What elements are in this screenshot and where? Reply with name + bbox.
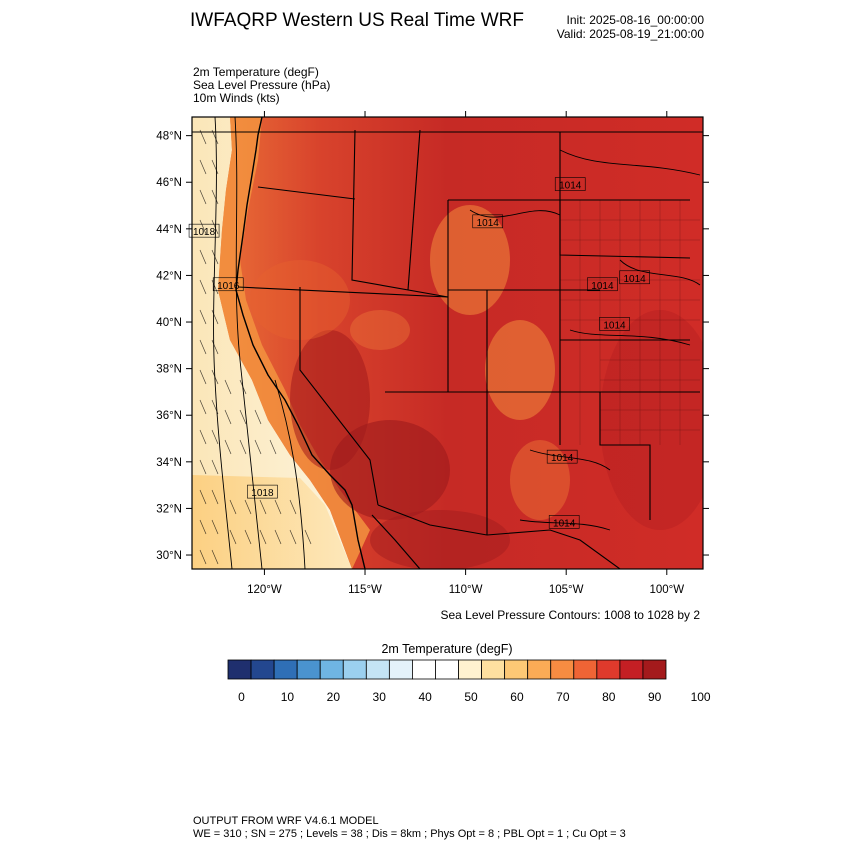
colorbar-swatch: [388, 659, 413, 680]
cool-region-great-basin: [350, 310, 410, 350]
hot-region-south: [370, 510, 510, 569]
colorbar-title: 2m Temperature (degF): [381, 642, 512, 656]
colorbar-tick-label: 40: [418, 690, 432, 704]
isobar-label: 1018: [247, 484, 278, 499]
field-label-pressure: Sea Level Pressure (hPa): [193, 78, 331, 92]
lat-tick-label: 34°N: [156, 457, 182, 469]
map-canvas: [192, 117, 703, 569]
colorbar-swatch: [365, 659, 390, 680]
lat-tick-label: 46°N: [156, 177, 182, 189]
isobar-label: 1018: [188, 223, 220, 238]
wind-barbs: [199, 129, 312, 565]
colorbar-swatch: [250, 659, 275, 680]
colorbar-tick-label: 10: [281, 690, 295, 704]
colorbar-swatch: [342, 659, 367, 680]
isobar-label: 1014: [546, 449, 578, 464]
colorbar-tick-label: 20: [327, 690, 341, 704]
lat-tick-label: 44°N: [156, 224, 182, 236]
hot-region-plains: [600, 310, 703, 530]
lat-tick-label: 32°N: [156, 503, 182, 515]
isobar-label: 1014: [548, 515, 580, 529]
init-time: Init: 2025-08-16_00:00:00: [566, 13, 704, 27]
lon-tick-label: 120°W: [247, 584, 282, 596]
colorbar-tick-label: 0: [238, 690, 245, 704]
latitude-axis: 48°N 46°N 44°N 42°N 40°N 38°N 36°N 34°N 32°N 30°N: [156, 131, 709, 562]
cool-region-rockies-north: [430, 205, 510, 315]
model-info-line2: WE = 310 ; SN = 275 ; Levels = 38 ; Dis …: [193, 828, 626, 840]
hot-region-desert: [330, 420, 450, 520]
ocean-area-south: [192, 475, 352, 569]
colorbar-tick-label: 30: [373, 690, 387, 704]
lat-tick-label: 42°N: [156, 270, 182, 282]
colorbar-swatch: [412, 659, 436, 680]
colorbar-tick-label: 50: [464, 690, 478, 704]
isobar-label-text: 1014: [559, 181, 582, 192]
isobar-label: 1016: [212, 277, 244, 292]
lat-tick-label: 38°N: [156, 364, 182, 376]
colorbar-tick-label: 90: [648, 690, 662, 704]
isobar-label-text: 1016: [217, 281, 240, 292]
lon-tick-label: 110°W: [449, 584, 483, 596]
isobar-label-text: 1014: [623, 274, 646, 285]
colorbar-swatch: [504, 659, 529, 680]
lon-tick-label: 105°W: [549, 584, 584, 596]
field-label-temperature: 2m Temperature (degF): [193, 65, 319, 79]
isobar-label-text: 1018: [193, 227, 216, 238]
isobar-labels: 1018 1018 1016 1014 1014 1014 1014 1014 1014 1014: [188, 177, 650, 529]
colorbar-swatch: [435, 659, 459, 680]
colorbar-swatch: [227, 659, 252, 680]
colorbar-swatch: [550, 659, 575, 680]
isobar-label: 1014: [619, 270, 650, 285]
colorbar-swatch: [527, 659, 552, 680]
colorbar-swatch: [481, 659, 506, 680]
colorbar-swatch: [619, 659, 644, 680]
field-label-winds: 10m Winds (kts): [193, 91, 280, 105]
model-info-line1: OUTPUT FROM WRF V4.6.1 MODEL: [193, 815, 379, 827]
colorbar-tick-label: 60: [510, 690, 524, 704]
lat-tick-label: 30°N: [156, 550, 182, 562]
colorbar-swatch: [273, 659, 298, 680]
colorbar-swatch: [296, 659, 321, 680]
isobar-label: 1014: [472, 214, 504, 229]
colorbar-tick-label: 70: [556, 690, 570, 704]
isobar-label-text: 1014: [603, 320, 626, 331]
lat-tick-label: 40°N: [156, 317, 182, 329]
coastline: [235, 117, 366, 569]
isobar-label-text: 1018: [251, 488, 274, 499]
county-borders: [560, 200, 700, 445]
longitude-axis: 120°W 115°W 110°W 105°W 100°W: [247, 111, 684, 596]
lat-tick-label: 48°N: [156, 131, 182, 143]
lon-tick-label: 115°W: [348, 584, 382, 596]
cool-region-rockies-south: [485, 320, 555, 420]
isobar-label-text: 1014: [591, 281, 614, 292]
colorbar-swatch: [319, 659, 344, 680]
slp-contour-note: Sea Level Pressure Contours: 1008 to 102…: [440, 608, 701, 622]
colorbar-swatch: [458, 659, 482, 680]
isobar-label: 1014: [599, 317, 630, 331]
isobar-label-text: 1014: [551, 453, 574, 464]
isobar-label-text: 1014: [553, 518, 576, 529]
map-frame: [191, 116, 704, 570]
valid-time: Valid: 2025-08-19_21:00:00: [556, 27, 704, 41]
gulf-coastline: [371, 514, 421, 569]
lon-tick-label: 100°W: [649, 584, 684, 596]
colorbar-tick-label: 80: [602, 690, 616, 704]
lat-tick-label: 36°N: [156, 410, 182, 422]
isobar-label: 1014: [587, 277, 618, 292]
colorbar-swatch: [642, 659, 667, 680]
main-title: IWFAQRP Western US Real Time WRF: [190, 10, 524, 31]
cool-region-new-mexico: [510, 440, 570, 520]
isobar-label: 1014: [554, 177, 586, 192]
ocean-area: [192, 117, 352, 569]
isobar-label-text: 1014: [477, 218, 500, 229]
colorbar-tick-label: 100: [691, 690, 711, 704]
colorbar-swatch: [596, 659, 621, 680]
colorbar-swatch: [573, 659, 598, 680]
